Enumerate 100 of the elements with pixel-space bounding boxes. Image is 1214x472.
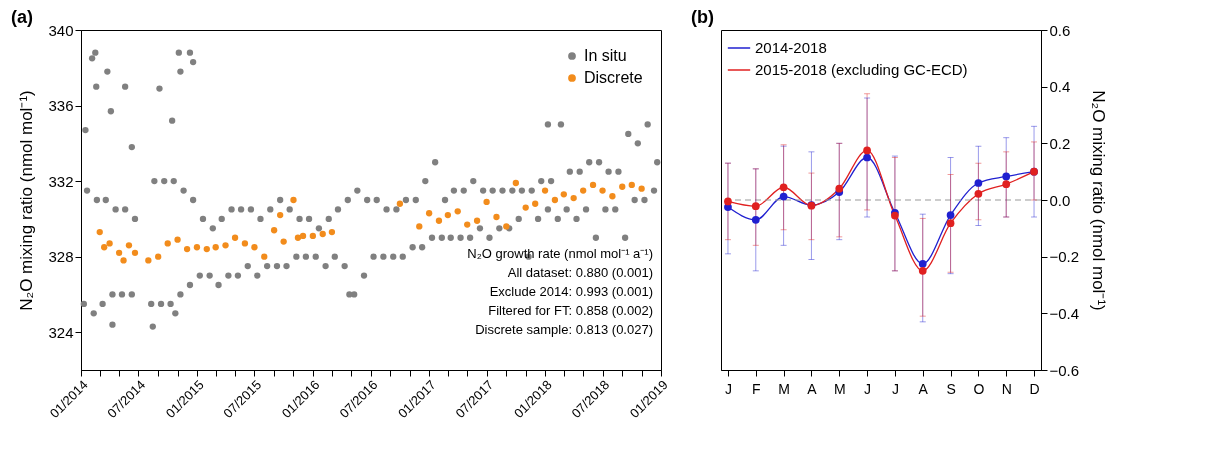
y-tick-label: 0.2 (1049, 134, 1071, 152)
point (551, 196, 559, 204)
point (193, 244, 201, 251)
point (294, 234, 302, 241)
point (464, 221, 471, 228)
point (1002, 180, 1011, 188)
legend-label: 2014-2018 (755, 39, 827, 56)
point (251, 244, 258, 251)
point (560, 191, 567, 198)
point (483, 198, 490, 206)
point (270, 227, 278, 234)
x-tick-label: J (864, 380, 872, 397)
x-tick-label: M (778, 380, 790, 397)
point (120, 257, 127, 264)
point (261, 253, 268, 260)
annotation: Exclude 2014: 0.993 (0.001) (489, 284, 653, 300)
x-tick-label: S (946, 380, 956, 397)
point (835, 184, 844, 193)
point (164, 240, 171, 247)
point (416, 223, 423, 230)
point (425, 210, 433, 217)
point (203, 245, 210, 253)
y-tick-label: 332 (48, 172, 74, 190)
point (1002, 172, 1011, 181)
point (328, 228, 336, 236)
y-tick-label: 0.4 (1049, 78, 1071, 96)
legend-label: 2015-2018 (excluding GC-ECD) (755, 61, 968, 78)
point (724, 197, 732, 206)
point (131, 249, 139, 257)
point (222, 242, 229, 249)
x-tick-label: N (1001, 380, 1012, 397)
point (779, 192, 788, 201)
x-tick-label: D (1029, 380, 1040, 397)
point (435, 217, 443, 224)
y-tick-label: −0.2 (1049, 248, 1080, 266)
legend-label: Discrete (584, 69, 643, 86)
point (183, 245, 191, 253)
point (231, 234, 239, 241)
x-tick-label: J (891, 380, 899, 397)
y-axis-title: N₂O mixing ratio (nmol mol⁻¹) (17, 90, 37, 311)
y-tick-label: −0.6 (1049, 361, 1080, 379)
point (628, 181, 635, 189)
point (115, 249, 123, 257)
point (101, 244, 108, 251)
annotation: N₂O growth rate (nmol mol⁻¹ a⁻¹) (467, 246, 653, 262)
point (532, 200, 539, 207)
point (589, 181, 597, 189)
point (212, 244, 219, 251)
y-tick-label: −0.4 (1049, 304, 1080, 322)
point (454, 208, 461, 215)
annotation: Filtered for FT: 0.858 (0.002) (488, 303, 653, 319)
point (946, 219, 955, 228)
x-tick-label: O (973, 380, 985, 397)
annotation: Discrete sample: 0.813 (0.027) (475, 322, 653, 338)
point (946, 211, 955, 219)
point (290, 196, 297, 204)
y-axis-title: N₂O mixing ratio (nmol mol⁻¹) (1089, 90, 1109, 311)
legend-label: In situ (584, 47, 627, 64)
point (751, 202, 760, 211)
point (96, 228, 103, 236)
y-tick-label: 336 (48, 97, 74, 115)
x-tick-label: J (724, 380, 732, 397)
point (106, 240, 113, 247)
chart-title: (b) (691, 7, 714, 27)
y-tick-label: 324 (48, 323, 74, 341)
point (619, 183, 626, 190)
point (280, 238, 287, 245)
y-tick-label: 340 (48, 21, 74, 39)
point (918, 259, 927, 268)
point (580, 187, 587, 194)
point (512, 179, 519, 187)
point (396, 200, 404, 207)
point (125, 242, 133, 249)
y-tick-label: 0.0 (1049, 191, 1071, 209)
point (974, 189, 983, 198)
y-tick-label: 0.6 (1049, 21, 1071, 39)
x-tick-label: A (918, 380, 929, 397)
chart-title: (a) (11, 7, 33, 27)
point (174, 236, 181, 243)
x-tick-label: A (807, 380, 818, 397)
point (493, 213, 500, 221)
point (863, 146, 871, 155)
point (241, 240, 249, 247)
point (570, 194, 577, 202)
x-tick-label: M (833, 380, 846, 397)
point (918, 266, 927, 275)
point (155, 253, 162, 260)
point (751, 215, 760, 224)
point (299, 232, 307, 240)
point (522, 204, 529, 211)
y-tick-label: 328 (48, 248, 74, 266)
point (609, 193, 616, 200)
point (541, 187, 549, 194)
point (599, 187, 606, 194)
point (309, 232, 317, 240)
point (444, 211, 452, 219)
point (974, 179, 983, 187)
point (319, 230, 326, 238)
annotation: All dataset: 0.880 (0.001) (507, 265, 653, 281)
point (779, 183, 788, 192)
